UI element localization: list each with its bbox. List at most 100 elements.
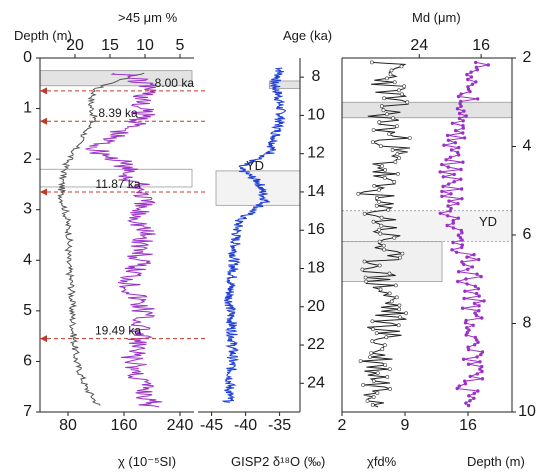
chi-fd-point [377, 263, 382, 268]
chi-fd-point [372, 183, 377, 188]
md-point [451, 226, 456, 230]
chi-fd-point [398, 255, 403, 260]
chi-fd-point [379, 223, 384, 228]
md-point [462, 136, 467, 140]
md-point [440, 189, 444, 194]
chi-fd-point [395, 124, 399, 129]
middle-y-tick-label: 14 [307, 183, 325, 200]
chi-fd-point [394, 295, 399, 300]
md-point [454, 250, 459, 254]
left-y-tick-label: 1 [23, 100, 32, 117]
chi-fd-point [388, 72, 393, 77]
md-point [449, 192, 453, 196]
chi-fd-point [382, 247, 387, 252]
md-point [462, 109, 466, 113]
chi-fd-point [356, 191, 361, 196]
md-point [456, 94, 461, 99]
yd-label-right: YD [479, 214, 497, 229]
chi-fd-point [395, 171, 400, 176]
md-point [464, 277, 468, 281]
md-point [476, 340, 480, 344]
md-point [452, 172, 456, 177]
chi-fd-point [381, 108, 386, 113]
chi-fd-point [369, 60, 374, 65]
chi-fd-point [377, 120, 382, 125]
md-point [468, 374, 472, 379]
md-point [440, 194, 444, 198]
md-point [465, 282, 469, 286]
md-point [452, 180, 456, 184]
age-marker-arrow [40, 188, 47, 196]
md-point [466, 77, 470, 82]
right-top-axis-title: Md (μm) [412, 10, 461, 25]
chi-fd-point [404, 311, 409, 316]
chi-fd-point [407, 136, 412, 141]
left-bottom-tick-label: 160 [111, 417, 138, 434]
data-series [57, 60, 490, 408]
md-point [475, 372, 479, 376]
right-y-tick-label: 6 [523, 226, 532, 243]
right-top-tick-label: 16 [472, 37, 490, 54]
md-point [475, 355, 479, 359]
md-point [449, 148, 454, 152]
left-bottom-tick-label: 240 [167, 417, 194, 434]
md-point [460, 306, 465, 310]
md-point [474, 80, 478, 84]
md-point [475, 272, 479, 276]
middle-y-tick-label: 10 [307, 106, 325, 123]
md-point [478, 367, 482, 371]
md-point [474, 60, 478, 65]
md-point [450, 248, 454, 252]
chi-fd-point [362, 211, 367, 216]
md-point [455, 107, 460, 111]
md-point [467, 394, 471, 398]
md-point [469, 75, 474, 79]
md-point [446, 165, 450, 169]
middle-x-tick-label: -40 [234, 417, 257, 434]
md-point [466, 403, 471, 408]
chi-fd-point [402, 84, 407, 89]
md-point [476, 97, 480, 101]
chi-fd-point [392, 235, 397, 240]
chi-fd-point [383, 168, 388, 172]
chi-fd-point [371, 219, 376, 224]
md-point [456, 216, 460, 220]
chi-fd-point [398, 315, 402, 320]
md-point [461, 119, 465, 123]
md-point [467, 328, 471, 332]
chi-fd-point [382, 343, 387, 348]
chi-fd-point [370, 140, 375, 145]
right-y-tick-label: 8 [523, 315, 532, 332]
age-marker-arrow [40, 117, 47, 125]
md-point [454, 128, 458, 133]
chi-fd-point [382, 175, 387, 180]
md-point [463, 382, 468, 386]
md-point [441, 175, 445, 179]
left-top-axis-title: >45 μm % [118, 10, 178, 25]
md-point [462, 262, 466, 267]
chi-fd-point [391, 116, 395, 121]
md-point [464, 333, 468, 337]
md-point [457, 116, 462, 121]
md-point [438, 211, 442, 215]
md-point [459, 104, 463, 108]
chi-fd-point [392, 179, 397, 184]
chi-fd-point [374, 203, 379, 208]
chi-fd-point [369, 351, 374, 356]
md-point [480, 377, 485, 381]
chi-fd-point [378, 287, 383, 292]
left-y-tick-label: 0 [23, 49, 32, 66]
chi-fd-point [385, 375, 390, 379]
chi-fd-point [393, 160, 398, 164]
chi-fd-point [405, 100, 410, 105]
md-point [476, 389, 480, 393]
md-point [460, 245, 464, 250]
middle-y-tick-label: 16 [307, 221, 325, 238]
md-point [469, 70, 473, 74]
md-point [466, 267, 470, 271]
chi-fd-point [375, 195, 379, 200]
md-point [468, 89, 472, 94]
md-point [477, 309, 481, 313]
chi-fd-point [397, 307, 402, 312]
shaded-band [215, 170, 301, 206]
